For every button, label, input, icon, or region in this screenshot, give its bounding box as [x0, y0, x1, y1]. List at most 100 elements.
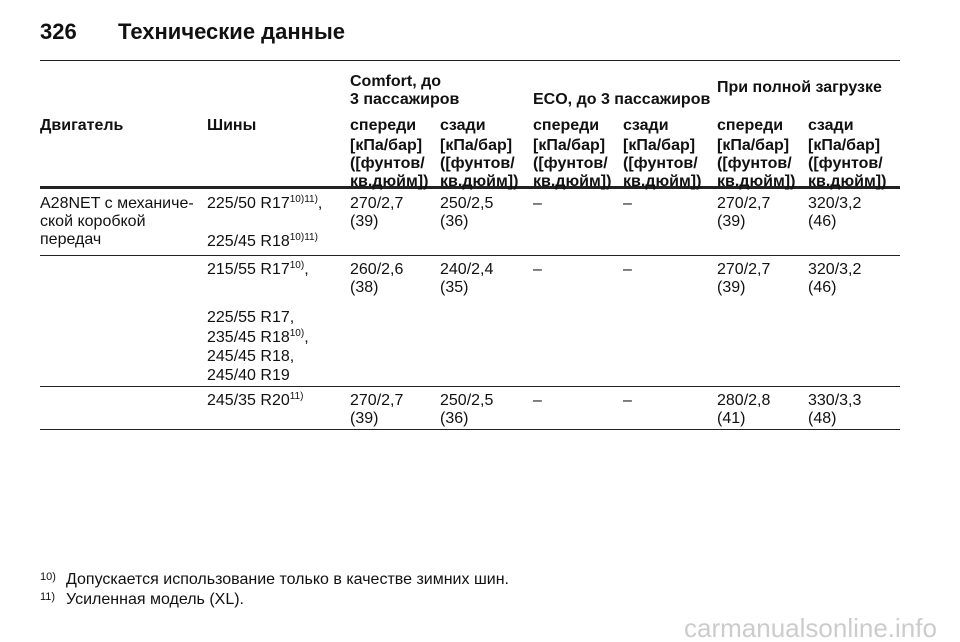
- unit-header: кв.дюйм]): [350, 173, 429, 190]
- tire: 225/45 R1810)11): [207, 233, 318, 251]
- tire: 235/45 R1810),: [207, 329, 309, 347]
- unit-header: ([фунтов/: [808, 155, 883, 172]
- unit-header: [кПа/бар]: [350, 137, 423, 154]
- pressure: 320/3,2: [808, 195, 862, 212]
- column-header: спереди: [717, 117, 784, 134]
- tire-size: 225/55 R17,: [207, 309, 295, 326]
- pressure: 240/2,4: [440, 261, 494, 278]
- tire-size: 225/50 R17: [207, 195, 290, 212]
- rule: [40, 186, 900, 189]
- pressure: –: [533, 261, 542, 278]
- pressure: –: [623, 195, 632, 212]
- group-header: Comfort, до: [350, 73, 442, 90]
- footnote-ref: 10)11): [289, 194, 318, 205]
- tire: 225/50 R1710)11),: [207, 195, 322, 213]
- engine: передач: [40, 231, 102, 248]
- unit-header: [кПа/бар]: [717, 137, 790, 154]
- pressure: (48): [808, 410, 837, 427]
- punctuation: ,: [304, 329, 309, 346]
- unit-header: [кПа/бар]: [533, 137, 606, 154]
- pressure: (39): [717, 279, 746, 296]
- tire-size: 215/55 R17: [207, 261, 290, 278]
- pressure: (39): [350, 213, 379, 230]
- tire-size: 225/45 R18: [207, 233, 290, 250]
- rule: [40, 255, 900, 256]
- pressure: (41): [717, 410, 746, 427]
- unit-header: кв.дюйм]): [808, 173, 887, 190]
- pressure: (39): [350, 410, 379, 427]
- footnote-text: Допускается использование только в качес…: [66, 571, 509, 588]
- tire-size: 245/35 R20: [207, 392, 290, 409]
- group-header: При полной загрузке: [717, 79, 882, 96]
- tire: 245/45 R18,: [207, 348, 294, 366]
- footnote-ref: 10)11): [289, 232, 318, 243]
- pressure: 270/2,7: [717, 261, 771, 278]
- column-header: спереди: [350, 117, 417, 134]
- tire-size: 235/45 R18: [207, 329, 290, 346]
- group-header: ECO, до 3 пассажиров: [533, 91, 711, 108]
- pressure: (35): [440, 279, 469, 296]
- tire: 215/55 R1710),: [207, 261, 309, 279]
- pressure: 270/2,7: [717, 195, 771, 212]
- unit-header: [кПа/бар]: [440, 137, 513, 154]
- unit-header: [кПа/бар]: [808, 137, 881, 154]
- pressure: 250/2,5: [440, 195, 494, 212]
- footnote-ref: 10): [289, 328, 305, 339]
- pressure: –: [623, 392, 632, 409]
- tire: 245/40 R19: [207, 367, 290, 385]
- pressure: 250/2,5: [440, 392, 494, 409]
- tire: 245/35 R2011): [207, 392, 303, 410]
- unit-header: ([фунтов/: [623, 155, 698, 172]
- pressure: 280/2,8: [717, 392, 771, 409]
- page-title: Технические данные: [118, 19, 345, 44]
- pressure: 320/3,2: [808, 261, 862, 278]
- unit-header: [кПа/бар]: [623, 137, 696, 154]
- pressure: (46): [808, 279, 837, 296]
- pressure: 330/3,3: [808, 392, 862, 409]
- rule: [40, 386, 900, 387]
- tire-size: 245/40 R19: [207, 367, 290, 384]
- column-header: Шины: [207, 117, 257, 134]
- unit-header: кв.дюйм]): [533, 173, 612, 190]
- watermark: carmanualsonline.info: [684, 613, 937, 642]
- column-header: сзади: [808, 117, 854, 134]
- pressure: 270/2,7: [350, 195, 404, 212]
- column-header: сзади: [440, 117, 486, 134]
- footnote-ref: 10): [289, 260, 305, 271]
- rule: [40, 60, 900, 61]
- pressure: 270/2,7: [350, 392, 404, 409]
- pressure: –: [533, 195, 542, 212]
- footnote-mark: 11): [40, 591, 56, 603]
- page-number: 326: [40, 19, 77, 44]
- unit-header: ([фунтов/: [717, 155, 792, 172]
- column-header: спереди: [533, 117, 600, 134]
- pressure: 260/2,6: [350, 261, 404, 278]
- unit-header: ([фунтов/: [350, 155, 425, 172]
- column-header: Двигатель: [40, 117, 124, 134]
- column-header: сзади: [623, 117, 669, 134]
- group-header: 3 пассажиров: [350, 91, 460, 108]
- tire: 225/55 R17,: [207, 309, 294, 327]
- footnote-text: Усиленная модель (XL).: [66, 591, 244, 608]
- tire-size: 245/45 R18,: [207, 348, 295, 365]
- unit-header: ([фунтов/: [533, 155, 608, 172]
- pressure: –: [533, 392, 542, 409]
- punctuation: ,: [304, 261, 309, 278]
- unit-header: ([фунтов/: [440, 155, 515, 172]
- unit-header: кв.дюйм]): [440, 173, 519, 190]
- engine: ской коробкой: [40, 213, 146, 230]
- punctuation: ,: [317, 195, 323, 212]
- footnote-mark: 10): [40, 571, 56, 583]
- pressure: (46): [808, 213, 837, 230]
- unit-header: кв.дюйм]): [717, 173, 796, 190]
- pressure: (36): [440, 410, 469, 427]
- engine: A28NET с механиче-: [40, 195, 194, 212]
- pressure: (39): [717, 213, 746, 230]
- rule: [40, 429, 900, 430]
- pressure: (36): [440, 213, 469, 230]
- pressure: (38): [350, 279, 379, 296]
- footnote-ref: 11): [289, 391, 304, 402]
- pressure: –: [623, 261, 632, 278]
- unit-header: кв.дюйм]): [623, 173, 702, 190]
